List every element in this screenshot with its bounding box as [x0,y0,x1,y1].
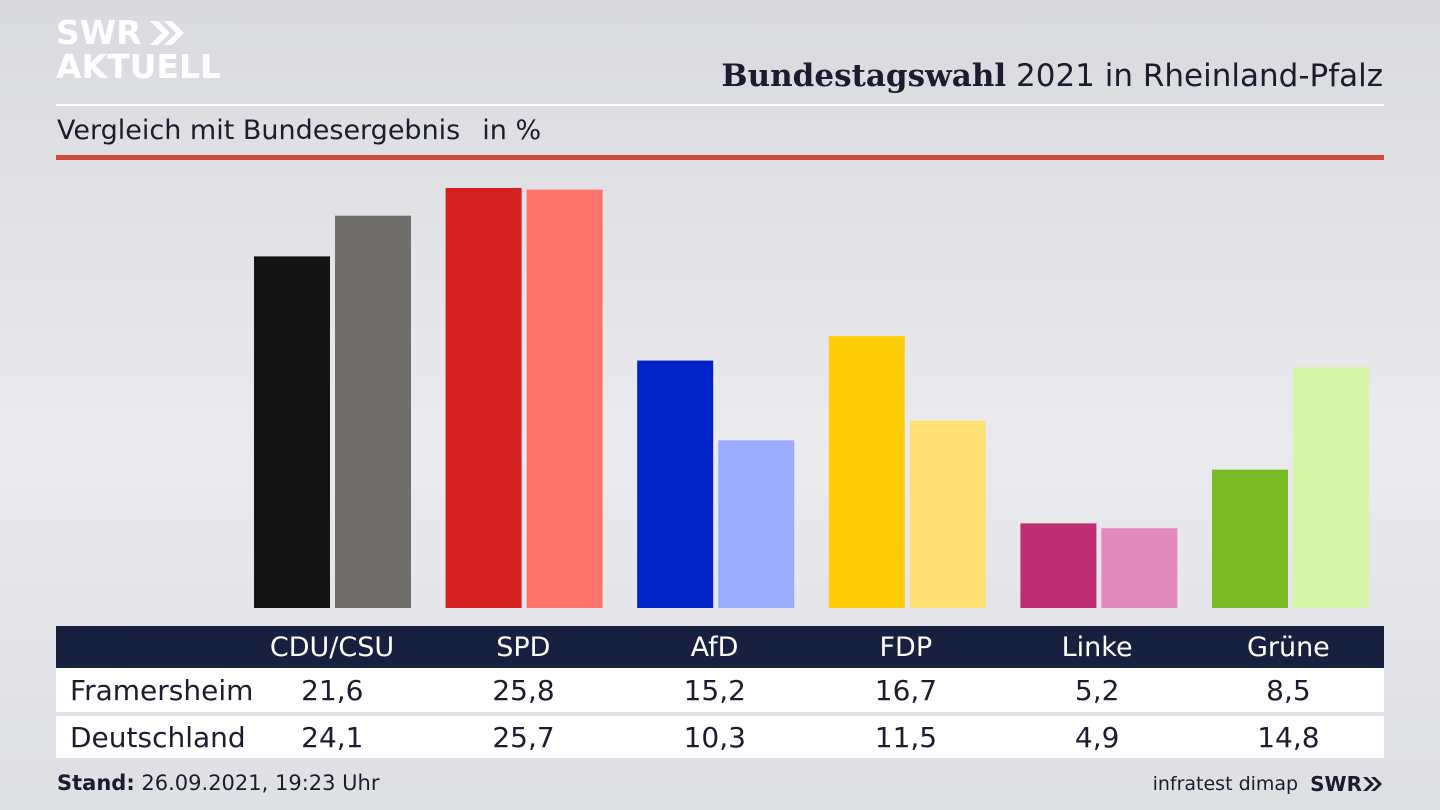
bar-linke-deutschland [1101,528,1178,608]
bar-afd-deutschland [718,440,795,608]
timestamp: Stand: 26.09.2021, 19:23 Uhr [57,771,380,795]
stand-value: 26.09.2021, 19:23 Uhr [134,771,380,795]
row-label: Framersheim [70,673,254,707]
table-cell: 11,5 [874,720,938,754]
table-cell: 10,3 [683,720,746,754]
column-header: CDU/CSU [269,631,395,663]
subtitle-text: Vergleich mit Bundesergebnis [57,115,461,146]
bar-spd-framersheim [445,188,522,608]
table-cell: 15,2 [683,673,746,707]
bar-cdu-csu-framersheim [254,256,330,608]
brand-text: SWR [1310,772,1362,796]
source-text: infratest dimap [1152,773,1299,795]
bar-afd-framersheim [637,360,714,608]
column-header: FDP [879,631,933,663]
header-divider [56,104,1384,106]
table-cell: 5,2 [1074,673,1120,707]
title-rest: 2021 in Rheinland-Pfalz [1006,58,1383,94]
table-cell: 25,7 [492,720,555,754]
row-label: Deutschland [70,720,246,754]
results-table: CDU/CSU SPD AfD FDP Linke Grüne Framersheim 21… [56,626,1384,758]
table-cell: 14,8 [1257,720,1320,754]
source-credit: infratest dimap SWR [1153,772,1384,796]
logo-line1: SWR [56,13,142,52]
bar-fdp-framersheim [828,336,905,608]
page-title: Bundestagswahl 2021 in Rheinland-Pfalz [721,58,1383,94]
chevron-double-right-icon [148,19,186,47]
table-cell: 25,8 [492,673,555,707]
swr-logo-small: SWR [1310,772,1384,796]
swr-aktuell-logo: SWR AKTUELL [56,16,221,84]
table-cell: 4,9 [1074,720,1120,754]
logo-line2: AKTUELL [56,47,222,86]
chevron-double-right-icon [1363,777,1382,791]
bar-linke-framersheim [1020,523,1097,608]
accent-rule [56,155,1384,160]
bar-gr-ne-framersheim [1212,469,1288,608]
bar-gr-ne-deutschland [1293,367,1369,608]
stand-label: Stand: [57,771,135,795]
bar-fdp-deutschland [909,420,986,608]
table-cell: 8,5 [1266,673,1311,707]
bar-spd-deutschland [526,189,603,608]
title-bold: Bundestagswahl [721,58,1007,94]
column-header: SPD [496,631,551,663]
table-header-row: CDU/CSU SPD AfD FDP Linke Grüne [56,626,1384,668]
column-header: Grüne [1246,631,1330,663]
subtitle-unit: in % [482,115,542,146]
table-cell: 16,7 [874,673,938,707]
table-cell: 24,1 [301,720,364,754]
bar-chart [254,188,1369,608]
table-row: Deutschland 24,1 25,7 10,3 11,5 4,9 14,8 [56,716,1384,758]
column-header: AfD [690,631,739,663]
column-header: Linke [1061,631,1133,663]
chart-subtitle: Vergleich mit Bundesergebnis in % [57,115,541,146]
table-row: Framersheim 21,6 25,8 15,2 16,7 5,2 8,5 [56,668,1384,712]
bar-cdu-csu-deutschland [335,215,411,608]
table-cell: 21,6 [301,673,364,707]
